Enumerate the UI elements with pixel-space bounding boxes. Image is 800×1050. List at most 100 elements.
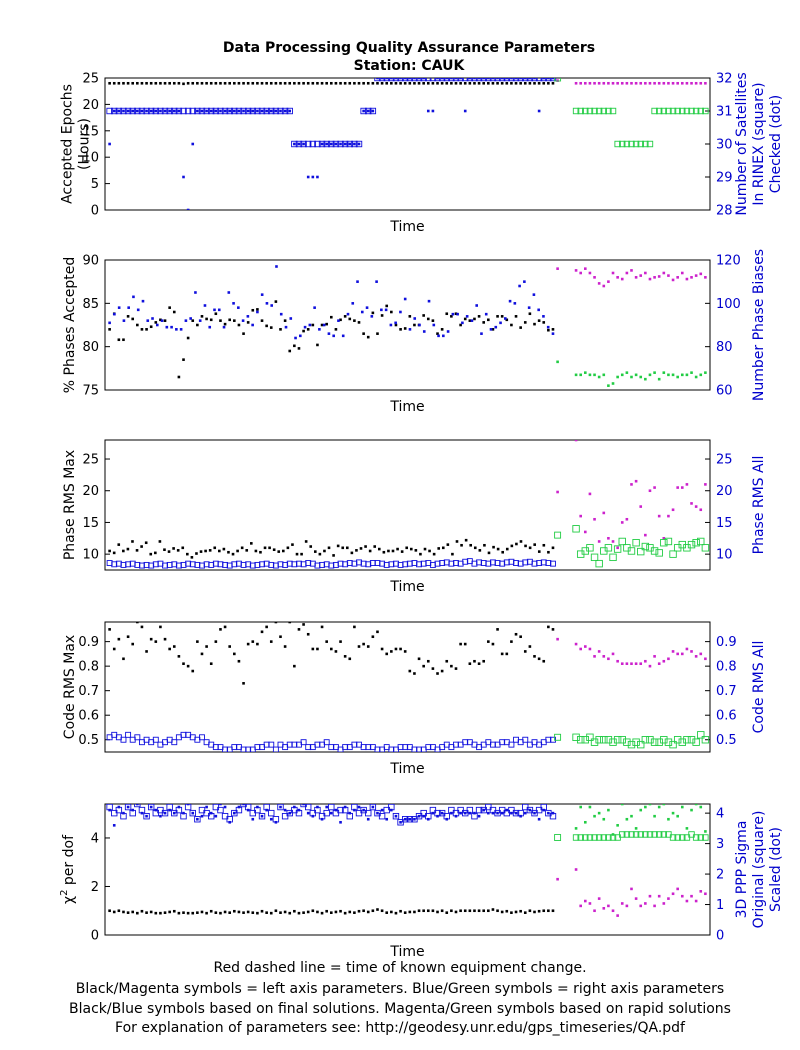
final-left-point [357, 909, 361, 913]
rapid-right-square [600, 736, 608, 744]
final-right-point [288, 811, 292, 815]
rapid-right-point [690, 371, 693, 374]
final-right-square [134, 734, 141, 741]
rapid-left-point [630, 483, 633, 486]
right-tick-label: 10 [716, 548, 733, 563]
rapid-left-point [676, 652, 679, 656]
final-left-point [228, 645, 231, 648]
final-right-point [470, 319, 474, 322]
rapid-left-point [671, 892, 675, 896]
rapid-right-square [697, 537, 705, 546]
final-right-point [440, 811, 444, 815]
rapid-right-square [572, 733, 580, 741]
rapid-right-square [586, 107, 594, 115]
final-left-point [256, 308, 259, 311]
rapid-right-square [572, 525, 580, 533]
final-left-point [445, 312, 449, 316]
final-left-point [408, 910, 412, 914]
final-left-point [500, 81, 504, 85]
final-left-point [468, 909, 472, 913]
final-left-point [445, 659, 449, 663]
final-left-point [223, 910, 227, 914]
final-right-point [214, 109, 218, 113]
final-right-point [385, 817, 389, 821]
final-right-square [231, 107, 238, 115]
final-left-point [348, 657, 352, 661]
final-right-point [233, 811, 236, 815]
final-left-point [237, 323, 241, 327]
final-right-point [339, 820, 342, 824]
final-left-point [519, 635, 522, 639]
rapid-right-square [697, 731, 705, 739]
final-right-point [227, 291, 231, 294]
final-left-point [523, 321, 527, 324]
rapid-right-square [655, 549, 663, 557]
final-right-point [117, 805, 121, 809]
rapid-right-point [579, 805, 582, 809]
right-tick-label: 20 [716, 484, 733, 499]
final-right-point [432, 323, 436, 327]
rapid-right-square [660, 831, 668, 838]
rapid-right-point [597, 811, 601, 815]
final-left-point [233, 909, 236, 913]
rapid-right-square [586, 834, 594, 841]
final-right-point [313, 306, 316, 309]
final-left-point [426, 81, 430, 85]
rapid-left-point [593, 655, 596, 658]
final-left-point [357, 321, 361, 324]
final-right-square [268, 809, 275, 817]
rapid-right-square [641, 542, 650, 551]
final-left-point [126, 547, 130, 551]
final-left-point [260, 81, 264, 85]
rapid-right-square [697, 834, 704, 841]
rapid-right-square [632, 140, 640, 148]
rapid-right-square [642, 140, 649, 148]
final-left-point [223, 322, 227, 326]
final-right-point [408, 78, 412, 80]
final-left-point [293, 664, 296, 668]
final-left-point [514, 81, 518, 85]
final-right-point [477, 814, 481, 818]
final-right-square [171, 739, 178, 746]
final-left-point [140, 545, 143, 548]
final-right-point [454, 814, 458, 818]
final-left-point [163, 637, 167, 641]
final-left-point [394, 81, 398, 85]
rapid-left-point [704, 81, 707, 85]
final-left-point [542, 909, 546, 913]
final-right-point [200, 109, 204, 113]
final-right-point [348, 811, 352, 815]
final-right-point [496, 78, 499, 80]
final-left-point [528, 546, 532, 550]
panel-3: 10 15 20 25 10 15 20 25 Time Phase RMS Max Phase R… [62, 439, 767, 595]
final-right-square [281, 107, 289, 115]
rapid-left-point [579, 904, 582, 908]
rapid-right-point [662, 371, 666, 374]
final-right-point [237, 306, 240, 309]
final-right-point [177, 109, 181, 113]
final-left-point [343, 911, 347, 915]
rapid-right-square [665, 107, 672, 115]
rapid-left-point [584, 899, 587, 903]
rapid-left-point [648, 894, 652, 898]
final-right-point [256, 310, 259, 314]
final-right-square [508, 741, 515, 748]
final-left-point [446, 543, 450, 546]
rapid-left-point [676, 486, 679, 489]
final-left-point [454, 910, 458, 914]
rapid-right-square [595, 834, 603, 841]
final-right-point [546, 325, 550, 329]
final-left-point [112, 910, 116, 914]
rapid-right-point [597, 375, 601, 379]
final-left-point [482, 909, 486, 913]
final-left-point [463, 909, 467, 913]
final-right-point [371, 109, 375, 113]
final-right-point [251, 817, 255, 821]
left-axis-label: (Hours) [77, 118, 93, 170]
final-right-point [151, 317, 154, 320]
rapid-left-point [662, 271, 666, 275]
right-axis-label: Phase RMS All [751, 456, 767, 555]
rapid-left-point [607, 657, 610, 661]
footer-note-axes: Black/Magenta symbols = left axis parame… [75, 981, 725, 997]
final-left-point [219, 911, 222, 915]
